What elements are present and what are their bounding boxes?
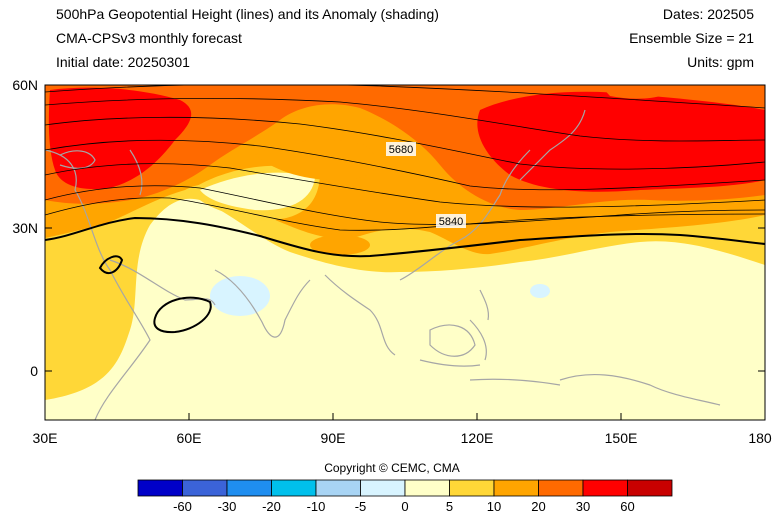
y-tick-marks	[45, 84, 765, 372]
x-tick-label: 150E	[605, 430, 638, 446]
colorbar-label: 10	[487, 499, 501, 514]
colorbar-label: -5	[355, 499, 367, 514]
title-line-2: CMA-CPSv3 monthly forecast	[56, 30, 242, 46]
y-tick-label: 60N	[12, 77, 38, 93]
x-tick-label: 90E	[321, 430, 346, 446]
colorbar-swatch	[360, 479, 406, 497]
colorbar-swatch	[493, 479, 539, 497]
contour-label-5680: 5680	[389, 144, 413, 156]
colorbar-swatch	[627, 479, 673, 497]
colorbar-swatch	[315, 479, 361, 497]
anomaly-blue-arabian-sea	[210, 276, 270, 316]
copyright-text: Copyright © CEMC, CMA	[324, 461, 460, 475]
x-tick-label: 180	[748, 430, 772, 446]
title-line-3: Initial date: 20250301	[56, 54, 190, 70]
colorbar-swatch	[182, 479, 228, 497]
colorbar-label: 60	[620, 499, 634, 514]
y-tick-label: 0	[30, 363, 38, 379]
title-line-1: 500hPa Geopotential Height (lines) and i…	[56, 6, 439, 22]
colorbar-swatch	[449, 479, 495, 497]
units-label: Units: gpm	[687, 54, 754, 70]
colorbar-label: 5	[446, 499, 453, 514]
ensemble-label: Ensemble Size = 21	[629, 30, 754, 46]
dates-label: Dates: 202505	[662, 6, 754, 22]
x-tick-label: 30E	[33, 430, 58, 446]
colorbar-label: -60	[173, 499, 192, 514]
colorbar-label: 20	[531, 499, 545, 514]
y-tick-label: 30N	[12, 220, 38, 236]
contour-label-5840: 5840	[439, 216, 463, 228]
colorbar-label: -10	[307, 499, 326, 514]
colorbar-label: -30	[218, 499, 237, 514]
colorbar-swatch	[271, 479, 317, 497]
x-tick-marks	[44, 413, 766, 420]
colorbar-label: -20	[262, 499, 281, 514]
x-tick-label: 60E	[177, 430, 202, 446]
colorbar	[137, 479, 673, 497]
x-tick-label: 120E	[461, 430, 494, 446]
colorbar-swatch	[404, 479, 450, 497]
anomaly-red-west	[48, 87, 192, 190]
colorbar-swatch	[538, 479, 584, 497]
anomaly-red-east	[477, 91, 765, 192]
colorbar-swatch	[582, 479, 628, 497]
colorbar-label: 30	[576, 499, 590, 514]
coastlines	[45, 109, 721, 420]
colorbar-labels: -60 -30 -20 -10 -5 0 5 10 20 30 60	[173, 499, 635, 514]
colorbar-label: 0	[401, 499, 408, 514]
colorbar-swatch	[137, 479, 183, 497]
map-frame	[44, 84, 766, 421]
colorbar-swatch	[226, 479, 272, 497]
